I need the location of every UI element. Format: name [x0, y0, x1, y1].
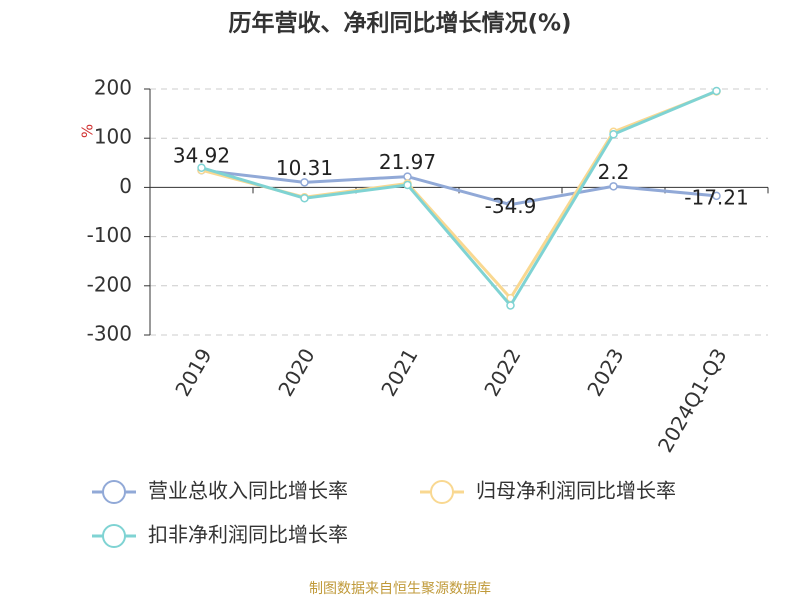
y-tick-label: -200 — [87, 272, 132, 296]
point — [197, 163, 206, 172]
y-tick-label: 200 — [94, 76, 132, 100]
y-tick-label: -300 — [87, 322, 132, 346]
point — [712, 191, 721, 201]
legend-label: 营业总收入同比增长率 — [148, 479, 348, 503]
point — [506, 200, 515, 209]
value-label: 21.97 — [379, 150, 436, 174]
x-tick-label: 2021 — [376, 344, 422, 400]
x-tick-label: 2022 — [479, 344, 525, 400]
y-axis-label: % — [79, 124, 97, 138]
point — [712, 86, 721, 96]
y-tick-label: 0 — [119, 174, 132, 198]
source-note: 制图数据来自恒生聚源数据库 — [309, 581, 491, 597]
series-line — [201, 89, 718, 309]
legend-marker — [102, 480, 126, 504]
y-tick-label: -100 — [87, 223, 132, 247]
legend-marker — [102, 524, 126, 548]
x-tick-label: 2024Q1-Q3 — [653, 344, 732, 456]
point — [403, 172, 412, 181]
chart-title: 历年营收、净利同比增长情况(%) — [228, 10, 571, 37]
value-label: -17.21 — [684, 185, 748, 209]
x-tick-label: 2023 — [582, 344, 628, 400]
value-label: 2.2 — [598, 160, 630, 184]
x-tick-label: 2020 — [273, 344, 319, 400]
point — [506, 301, 515, 310]
point — [609, 130, 618, 139]
value-label: 10.31 — [276, 156, 333, 180]
legend-label: 归母净利润同比增长率 — [476, 479, 676, 503]
x-tick-label: 2019 — [170, 344, 216, 400]
point — [300, 193, 309, 203]
series-line — [201, 168, 717, 207]
point — [609, 182, 618, 191]
point — [403, 180, 412, 190]
legend-marker — [430, 480, 454, 504]
value-label: 34.92 — [173, 144, 230, 168]
y-tick-label: 100 — [94, 125, 132, 149]
value-label: -34.9 — [485, 194, 537, 218]
legend-label: 扣非净利润同比增长率 — [148, 523, 348, 547]
point — [300, 178, 309, 187]
